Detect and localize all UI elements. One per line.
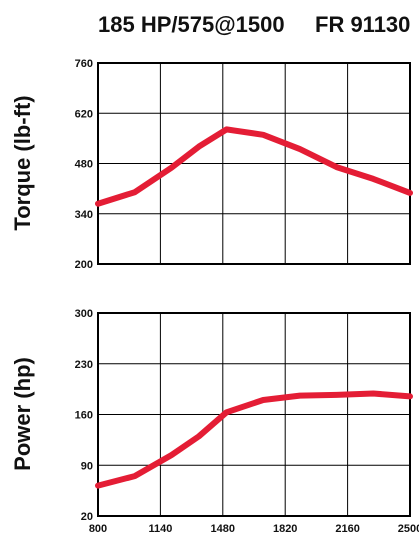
power-chart: 20 90 160 230 300 800 1140 1480 1820 2160 2500 Powe… <box>10 308 419 535</box>
power-x-tick-label: 800 <box>89 523 107 535</box>
torque-y-tick-label: 760 <box>75 58 93 70</box>
power-y-tick-label: 300 <box>75 308 93 320</box>
torque-y-tick-label: 620 <box>75 108 93 120</box>
part-number-title: FR 91130 <box>315 12 410 37</box>
torque-chart: 200 340 480 620 760 Torque (lb-ft) <box>10 58 413 271</box>
torque-y-tick-label: 480 <box>75 159 93 171</box>
torque-y-tick-label: 340 <box>75 209 93 221</box>
power-axis-label: Power (hp) <box>10 357 35 471</box>
power-y-tick-label: 160 <box>75 410 93 422</box>
power-y-tick-label: 90 <box>81 460 93 472</box>
hp-torque-rating-title: 185 HP/575@1500 <box>98 12 285 37</box>
power-x-tick-label: 1480 <box>211 523 235 535</box>
power-y-tick-label: 20 <box>81 511 93 523</box>
power-series-line <box>95 390 413 489</box>
power-x-tick-label: 2160 <box>335 523 359 535</box>
power-x-tick-label: 1820 <box>273 523 297 535</box>
power-plot-frame <box>97 312 411 517</box>
torque-y-tick-label: 200 <box>75 259 93 271</box>
torque-plot-frame <box>97 62 411 265</box>
torque-axis-label: Torque (lb-ft) <box>10 95 35 230</box>
power-x-tick-label: 2500 <box>398 523 419 535</box>
power-x-tick-label: 1140 <box>148 523 172 535</box>
power-y-tick-label: 230 <box>75 359 93 371</box>
torque-series-line <box>95 126 413 207</box>
